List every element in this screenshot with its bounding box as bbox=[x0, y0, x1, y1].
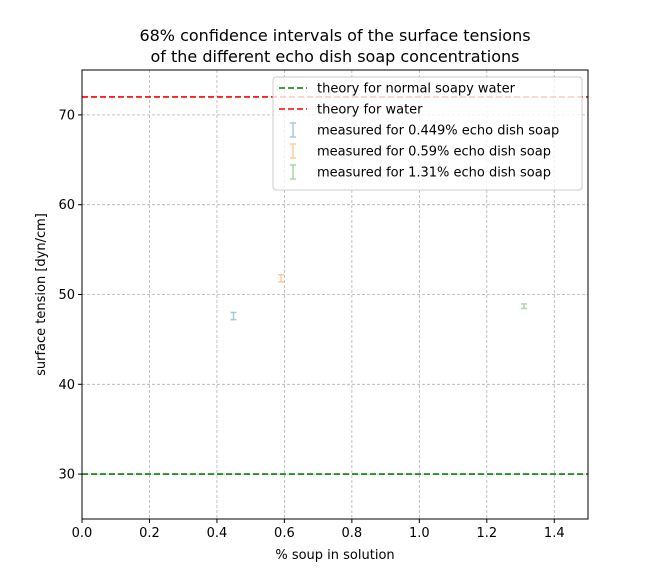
legend-entry-4: measured for 1.31% echo dish soap bbox=[290, 164, 551, 181]
x-tick-label: 0.4 bbox=[207, 526, 228, 541]
legend-errorbar-swatch bbox=[290, 143, 296, 159]
legend-errorbar-swatch bbox=[290, 122, 296, 138]
y-tick-label: 40 bbox=[58, 378, 75, 393]
x-tick-label: 0.2 bbox=[139, 526, 160, 541]
x-tick-label: 0.0 bbox=[72, 526, 93, 541]
legend-label: measured for 1.31% echo dish soap bbox=[317, 166, 551, 181]
chart-title-line-1: 68% confidence intervals of the surface … bbox=[139, 26, 530, 45]
legend-entry-3: measured for 0.59% echo dish soap bbox=[290, 143, 551, 160]
y-axis-label: surface tension [dyn/cm] bbox=[34, 213, 49, 376]
y-tick-label: 70 bbox=[58, 108, 75, 123]
errorbar-1 bbox=[278, 273, 285, 283]
x-tick-label: 1.2 bbox=[476, 526, 497, 541]
legend: theory for normal soapy water theory for … bbox=[272, 76, 583, 191]
legend-label: measured for 0.59% echo dish soap bbox=[317, 145, 551, 160]
y-axis-ticks: 30 40 50 60 70 bbox=[58, 108, 82, 483]
y-tick-label: 60 bbox=[58, 198, 75, 213]
data-points bbox=[230, 273, 527, 321]
legend-entry-2: measured for 0.449% echo dish soap bbox=[290, 122, 559, 139]
x-tick-label: 1.0 bbox=[409, 526, 430, 541]
x-tick-label: 0.6 bbox=[274, 526, 295, 541]
x-axis-ticks: 0.0 0.2 0.4 0.6 0.8 1.0 1.2 1.4 bbox=[72, 519, 565, 541]
legend-label: theory for normal soapy water bbox=[317, 82, 516, 97]
legend-label: theory for water bbox=[317, 103, 423, 118]
y-tick-label: 50 bbox=[58, 288, 75, 303]
errorbar-0 bbox=[230, 311, 237, 321]
x-tick-label: 1.4 bbox=[544, 526, 565, 541]
legend-box bbox=[272, 76, 583, 191]
x-tick-label: 0.8 bbox=[342, 526, 363, 541]
y-tick-label: 30 bbox=[58, 468, 75, 483]
legend-label: measured for 0.449% echo dish soap bbox=[317, 124, 559, 139]
chart-title-line-2: of the different echo dish soap concentr… bbox=[150, 47, 519, 66]
x-axis-label: % soup in solution bbox=[275, 548, 394, 563]
legend-entry-1: theory for water bbox=[279, 103, 423, 118]
errorbar-2 bbox=[520, 303, 527, 310]
legend-entry-0: theory for normal soapy water bbox=[279, 82, 516, 97]
legend-errorbar-swatch bbox=[290, 164, 296, 180]
